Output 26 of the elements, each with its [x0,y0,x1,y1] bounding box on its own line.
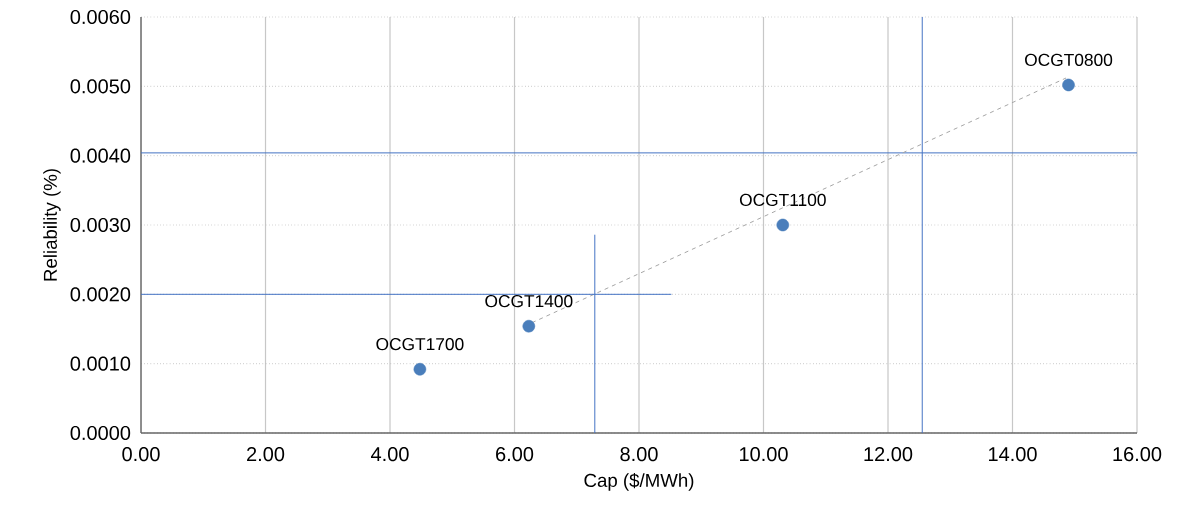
x-tick-label: 0.00 [122,447,160,462]
y-tick-label: 0.0060 [70,9,131,25]
annotation: OCGT1400 [485,295,573,308]
x-tick-label: 4.00 [371,447,409,462]
y-tick-label: 0.0040 [70,148,131,163]
x-tick-label: 10.00 [740,447,788,462]
x-tick-label: 2.00 [247,447,285,462]
point [413,362,427,376]
annotation: OCGT0800 [1025,53,1113,67]
x-tick-label: 6.00 [496,447,534,462]
x-tick-label: 14.00 [989,447,1037,462]
x-axis-title: Cap ($/MWh) [584,473,694,491]
x-tick-label: 12.00 [864,447,913,462]
y-tick-label: 0.0020 [70,287,131,302]
y-tick-label: 0.0030 [70,217,131,233]
y-axis-title: Reliability (%) [43,169,61,281]
y-tick-label: 0.0000 [70,425,131,441]
y-tick-label: 0.0010 [70,356,131,371]
annotation: OCGT1700 [376,337,464,351]
point [776,218,790,232]
annotation: OCGT1100 [739,193,826,207]
y-tick-label: 0.0050 [70,79,131,94]
point [522,319,536,333]
x-tick-label: 16.00 [1113,447,1162,462]
x-tick-label: 8.00 [620,447,658,462]
point [1062,78,1075,92]
